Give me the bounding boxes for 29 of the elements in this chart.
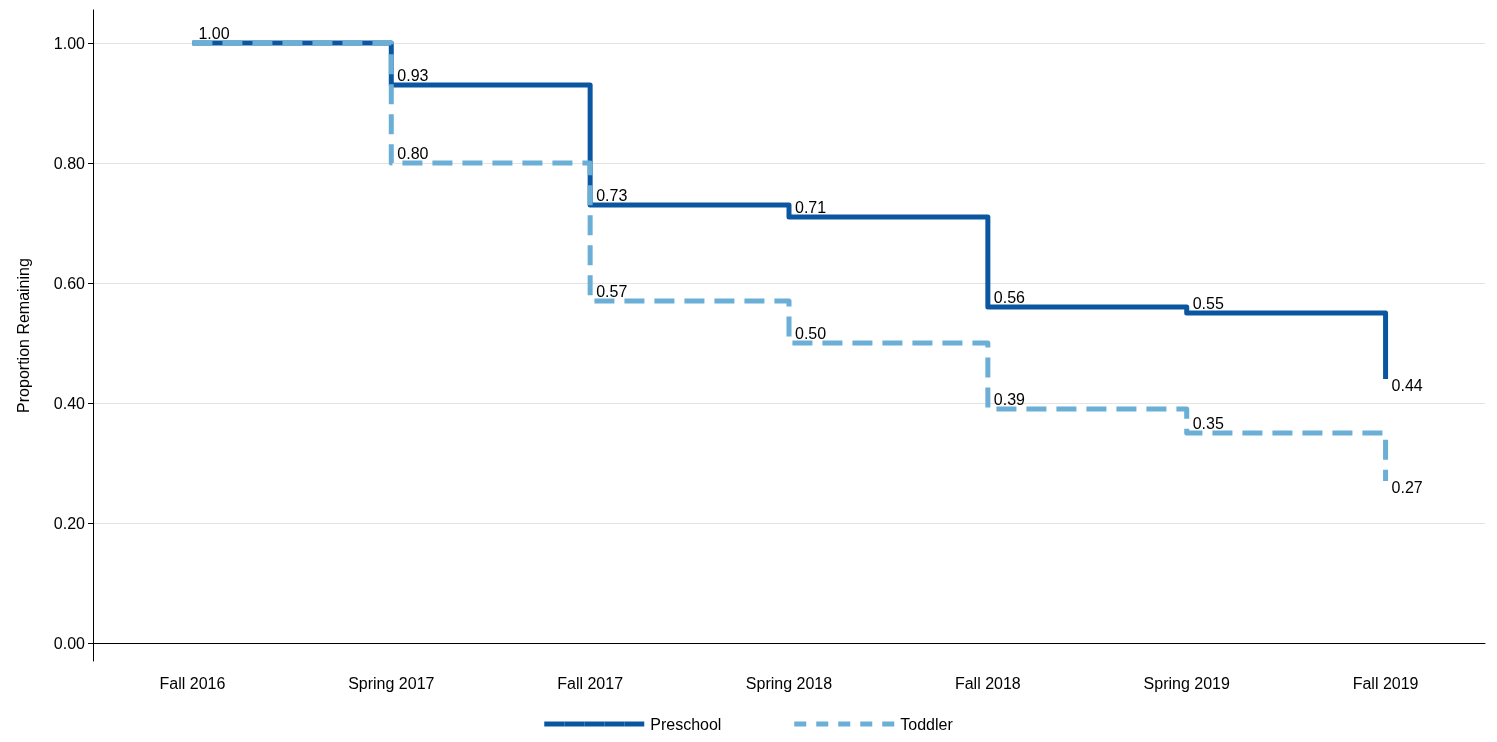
data-label: 0.71 xyxy=(795,198,827,216)
y-tick-label: 0.00 xyxy=(53,634,86,652)
data-label: 0.35 xyxy=(1192,414,1224,432)
data-label: 0.73 xyxy=(596,186,628,204)
x-tick-label: Spring 2017 xyxy=(348,674,435,692)
y-tick-label: 0.80 xyxy=(53,154,86,172)
y-tick-label: 0.20 xyxy=(53,514,86,532)
legend-label: Preschool xyxy=(650,715,722,733)
legend-label: Toddler xyxy=(900,715,954,733)
data-label: 0.93 xyxy=(397,66,429,84)
data-label: 0.50 xyxy=(795,324,827,342)
data-label: 0.57 xyxy=(596,282,628,300)
y-axis-title: Proportion Remaining xyxy=(14,258,32,413)
x-tick-label: Fall 2016 xyxy=(159,674,226,692)
data-label: 0.56 xyxy=(993,288,1026,306)
x-tick-label: Fall 2019 xyxy=(1352,674,1419,692)
data-label: 0.39 xyxy=(993,390,1026,408)
x-tick-label: Fall 2017 xyxy=(557,674,624,692)
y-tick-label: 0.40 xyxy=(53,394,86,412)
data-label: 1.00 xyxy=(198,24,230,42)
data-label: 0.55 xyxy=(1192,294,1224,312)
data-label: 0.27 xyxy=(1391,478,1423,496)
data-label: 0.44 xyxy=(1391,376,1423,394)
x-tick-label: Fall 2018 xyxy=(954,674,1021,692)
data-label: 0.80 xyxy=(397,144,429,162)
y-tick-label: 0.60 xyxy=(53,274,86,292)
x-tick-label: Spring 2019 xyxy=(1143,674,1230,692)
y-tick-label: 1.00 xyxy=(53,34,86,52)
x-tick-label: Spring 2018 xyxy=(745,674,833,692)
